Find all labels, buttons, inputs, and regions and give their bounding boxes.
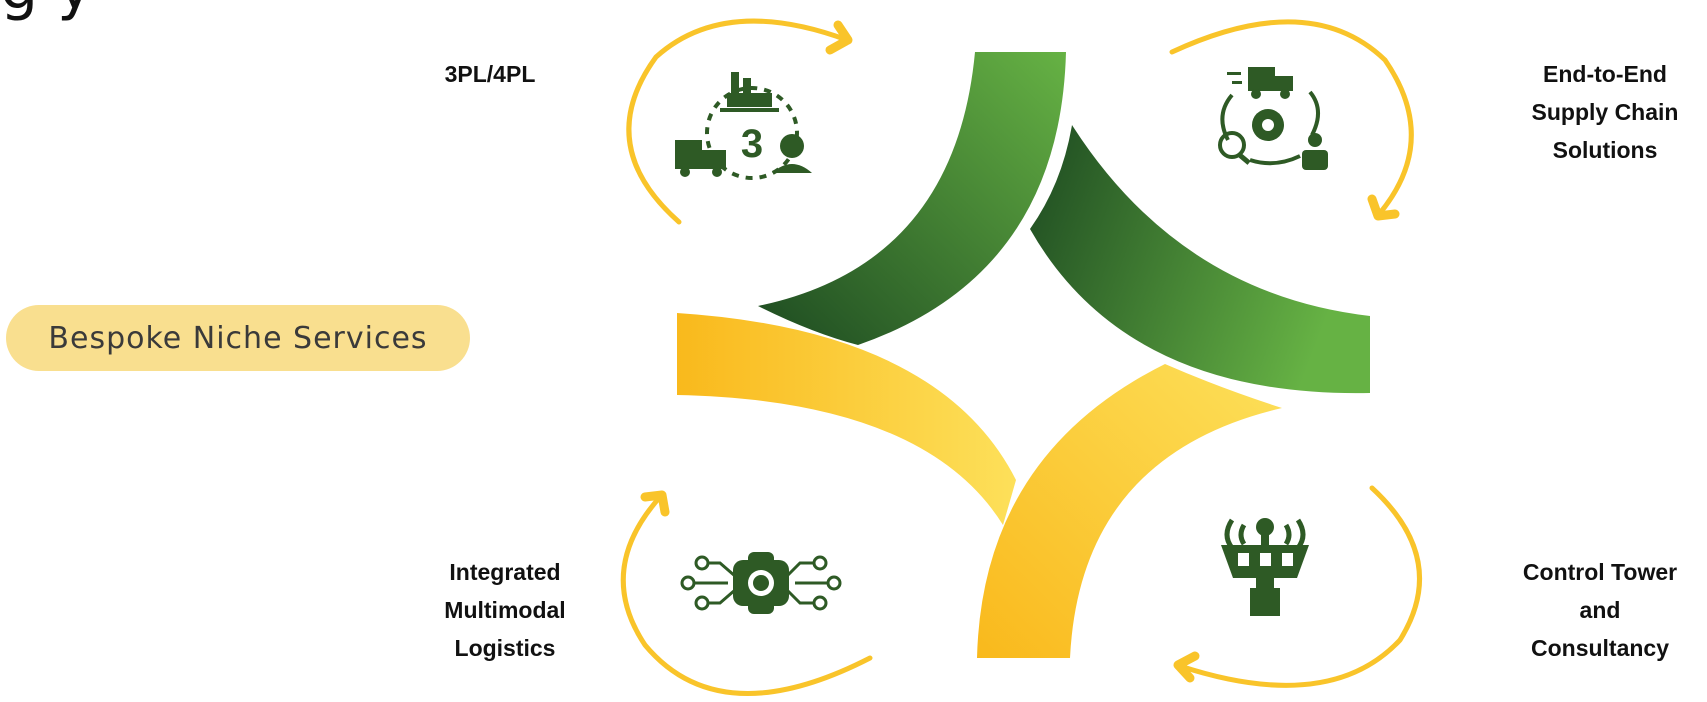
arrow-e2e <box>1169 19 1414 221</box>
arrow-3pl <box>626 18 853 225</box>
center-service-label: Bespoke Niche Services <box>48 320 428 356</box>
cropped-heading-text: g y <box>0 0 93 18</box>
circuit-gear-icon <box>680 552 842 614</box>
petal-top-left <box>758 52 1066 345</box>
service-label-control-tower: Control Tower and Consultancy <box>1522 559 1678 661</box>
svg-text:3: 3 <box>741 122 763 166</box>
service-label-3pl-4pl: 3PL/4PL <box>444 61 536 87</box>
petal-bottom-left <box>677 313 1016 525</box>
third-party-logistics-icon: 3 <box>675 72 812 180</box>
supply-chain-cycle-icon <box>1218 67 1328 170</box>
petal-bottom-right <box>977 364 1282 658</box>
service-label-end-to-end: End-to-End Supply Chain Solutions <box>1531 61 1679 163</box>
control-tower-icon <box>1221 518 1309 616</box>
arrow-ctc <box>1173 485 1422 688</box>
service-label-multimodal: Integrated Multimodal Logistics <box>444 559 566 661</box>
petal-top-right <box>1030 125 1370 394</box>
arrow-iml <box>620 490 873 696</box>
center-service-pill: Bespoke Niche Services <box>6 305 470 371</box>
